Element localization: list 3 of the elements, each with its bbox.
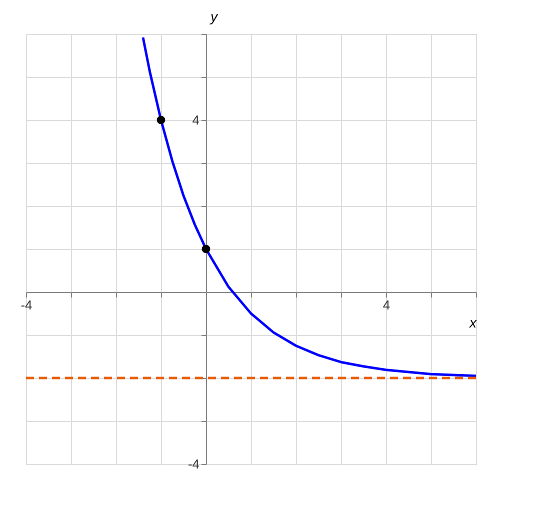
line-series [142, 36, 478, 378]
y-axis-title: y [210, 8, 218, 24]
x-axis-title: x [468, 314, 478, 330]
